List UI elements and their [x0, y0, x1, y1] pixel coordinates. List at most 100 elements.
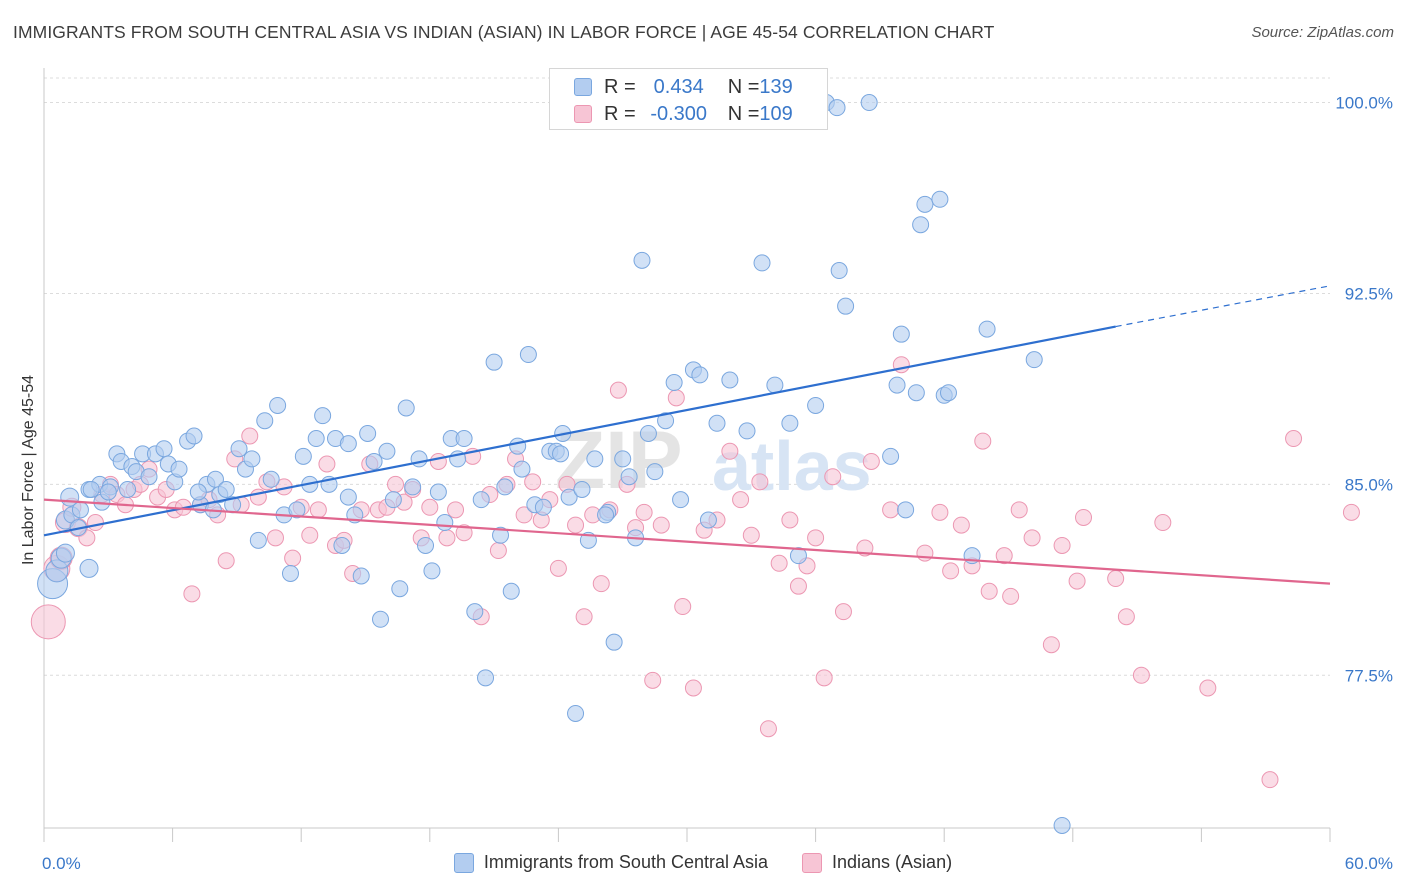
data-point-indians: [515, 506, 533, 524]
trendline-indians: [43, 498, 1331, 585]
data-point-immigrants: [314, 407, 332, 425]
data-point-indians: [421, 498, 439, 516]
data-point-indians: [742, 526, 760, 544]
data-point-immigrants: [781, 414, 799, 432]
data-point-immigrants: [646, 463, 664, 481]
data-point-indians: [652, 516, 670, 534]
r-value: 0.434: [653, 75, 704, 98]
data-point-immigrants: [738, 422, 756, 440]
data-point-immigrants: [807, 396, 825, 414]
data-point-immigrants: [294, 447, 312, 465]
data-point-indians: [789, 577, 807, 595]
data-point-immigrants: [560, 488, 578, 506]
legend-item-indians[interactable]: Indians (Asian): [802, 852, 952, 873]
data-point-indians: [942, 562, 960, 580]
y-tick-label: 92.5%: [1345, 284, 1393, 303]
trendlines: [43, 285, 1331, 585]
legend-swatch-pink: [802, 852, 823, 873]
y-tick-label: 77.5%: [1345, 666, 1393, 685]
data-point-indians: [438, 529, 456, 547]
data-point-immigrants: [391, 580, 409, 598]
data-point-immigrants: [892, 325, 910, 343]
data-point-indians: [575, 608, 593, 626]
data-point-immigrants: [359, 424, 377, 442]
data-point-immigrants: [907, 384, 925, 402]
data-point-immigrants: [185, 427, 203, 445]
data-point-immigrants: [99, 483, 117, 501]
data-point-immigrants: [339, 488, 357, 506]
n-label: N =: [727, 75, 760, 98]
data-point-immigrants: [633, 251, 651, 269]
data-point-immigrants: [513, 460, 531, 478]
data-point-indians: [1068, 572, 1086, 590]
data-point-immigrants: [1025, 351, 1043, 369]
data-point-indians: [549, 559, 567, 577]
data-point-indians: [916, 544, 934, 562]
data-point-immigrants: [397, 399, 415, 417]
data-point-indians: [1285, 430, 1303, 448]
n-label: N =: [727, 102, 760, 125]
data-point-indians: [980, 582, 998, 600]
data-point-immigrants: [189, 483, 207, 501]
data-point-immigrants: [365, 452, 383, 470]
data-point-indians: [1053, 536, 1071, 554]
data-point-immigrants: [472, 491, 490, 509]
data-point-indians: [759, 720, 777, 738]
data-point-immigrants: [837, 297, 855, 315]
data-point-indians: [721, 442, 739, 460]
data-point-immigrants: [502, 582, 520, 600]
legend-item-immigrants[interactable]: Immigrants from South Central Asia: [453, 852, 768, 873]
trendline-immigrants: [43, 325, 1116, 537]
data-point-immigrants: [436, 514, 454, 532]
data-point-immigrants: [372, 610, 390, 628]
data-point-immigrants: [417, 536, 435, 554]
data-point-immigrants: [828, 99, 846, 117]
data-point-immigrants: [423, 562, 441, 580]
data-point-immigrants: [882, 447, 900, 465]
data-point-indians: [301, 526, 319, 544]
data-point-indians: [241, 427, 259, 445]
data-point-immigrants: [477, 669, 495, 687]
data-point-indians: [217, 552, 235, 570]
data-point-indians: [489, 542, 507, 560]
data-point-immigrants: [140, 468, 158, 486]
legend-row-immigrants: R = 0.434 N = 139: [574, 75, 793, 99]
data-point-immigrants: [82, 480, 100, 498]
data-point-indians: [995, 547, 1013, 565]
data-point-immigrants: [567, 704, 585, 722]
data-point-immigrants: [639, 424, 657, 442]
gridlines: [44, 77, 1330, 676]
data-point-indians: [318, 455, 336, 473]
data-point-immigrants: [519, 346, 537, 364]
data-point-immigrants: [699, 511, 717, 529]
data-point-indians: [1132, 666, 1150, 684]
x-tick-label: 60.0%: [1345, 854, 1393, 873]
data-point-immigrants: [170, 460, 188, 478]
data-point-immigrants: [916, 195, 934, 213]
data-point-immigrants: [262, 470, 280, 488]
data-point-indians: [684, 679, 702, 697]
data-point-immigrants: [339, 435, 357, 453]
data-point-indians: [862, 452, 880, 470]
data-point-immigrants: [230, 440, 248, 458]
data-point-immigrants: [657, 412, 675, 430]
data-point-indians: [1261, 771, 1279, 789]
data-point-indians: [1075, 508, 1093, 526]
data-point-indians: [1107, 570, 1125, 588]
data-point-indians: [447, 501, 465, 519]
chart-title: IMMIGRANTS FROM SOUTH CENTRAL ASIA VS IN…: [13, 22, 995, 42]
data-point-immigrants: [605, 633, 623, 651]
data-point-indians: [807, 529, 825, 547]
data-point-immigrants: [897, 501, 915, 519]
data-point-immigrants: [939, 384, 957, 402]
trendline-immigrants-extension: [1115, 285, 1331, 328]
data-point-immigrants: [378, 442, 396, 460]
data-point-indians: [309, 501, 327, 519]
data-point-indians: [931, 503, 949, 521]
data-point-indians: [609, 381, 627, 399]
series-immigrants-points: [37, 94, 1071, 834]
data-point-immigrants: [71, 501, 89, 519]
data-point-immigrants: [708, 414, 726, 432]
data-point-immigrants: [281, 564, 299, 582]
legend-swatch-blue: [574, 78, 592, 96]
